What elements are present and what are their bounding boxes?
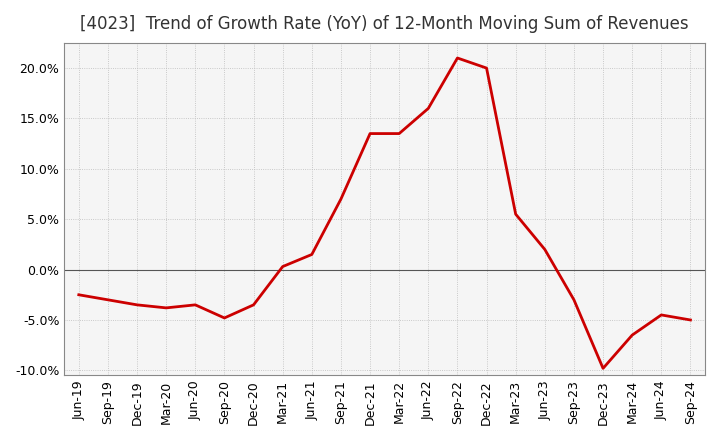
Title: [4023]  Trend of Growth Rate (YoY) of 12-Month Moving Sum of Revenues: [4023] Trend of Growth Rate (YoY) of 12-…	[81, 15, 689, 33]
